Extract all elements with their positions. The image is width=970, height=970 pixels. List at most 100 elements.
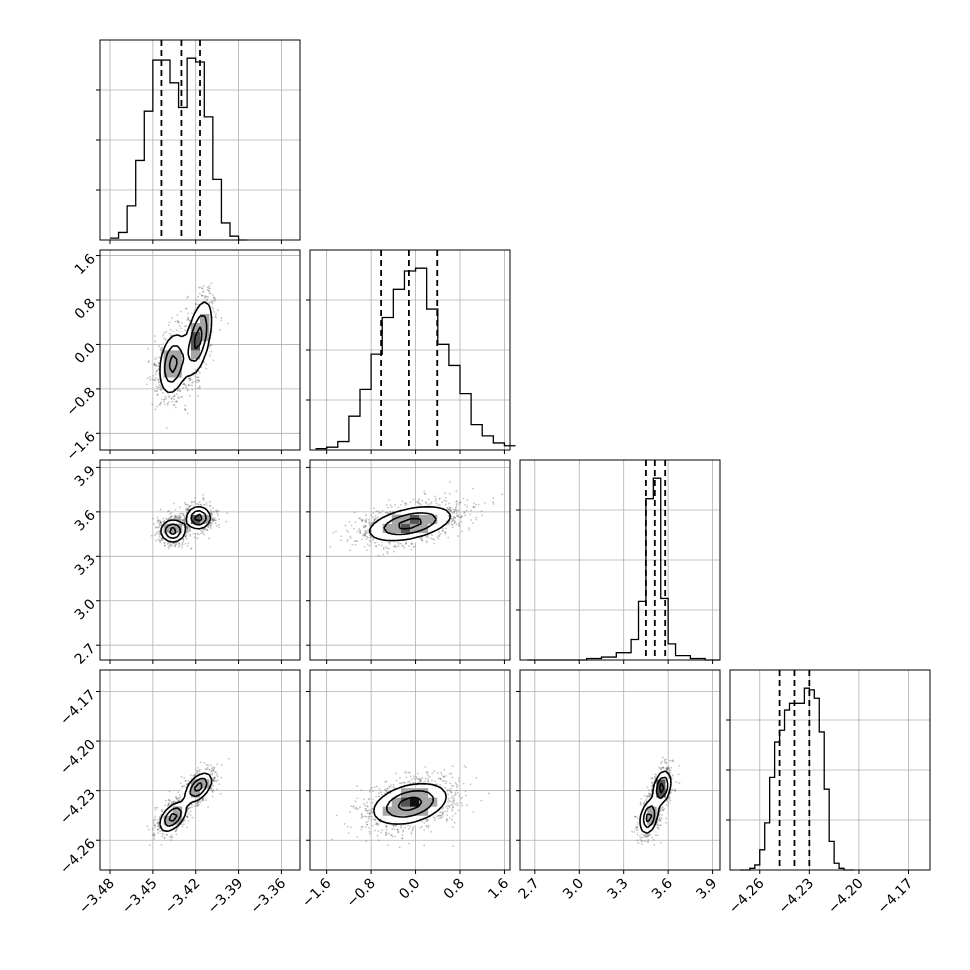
sample-point <box>472 811 475 814</box>
sample-point <box>466 804 469 807</box>
sample-point <box>437 777 440 780</box>
sample-point <box>363 798 366 801</box>
sample-point <box>193 774 196 777</box>
sample-point <box>441 813 444 816</box>
sample-point <box>423 492 426 495</box>
sample-point <box>155 371 157 374</box>
sample-point <box>401 781 404 784</box>
sample-point <box>213 777 216 780</box>
sample-point <box>639 838 642 841</box>
sample-point <box>214 771 217 774</box>
sample-point <box>663 759 666 761</box>
sample-point <box>157 825 159 828</box>
sample-point <box>375 795 378 798</box>
sample-point <box>454 508 457 511</box>
sample-point <box>215 510 218 512</box>
sample-point <box>371 521 374 524</box>
sample-point <box>331 838 334 841</box>
sample-point <box>355 806 358 809</box>
sample-point <box>197 394 200 397</box>
ticks-0-0 <box>109 240 282 244</box>
sample-point <box>196 804 198 807</box>
sample-point <box>363 519 366 522</box>
sample-point <box>365 840 368 842</box>
sample-point <box>457 809 460 812</box>
sample-point <box>202 285 205 287</box>
sample-point <box>155 373 157 376</box>
sample-point <box>425 818 428 821</box>
sample-point <box>179 515 182 517</box>
sample-point <box>656 821 659 824</box>
sample-point <box>455 783 458 786</box>
sample-point <box>668 769 671 772</box>
sample-point <box>160 814 163 816</box>
sample-point <box>367 815 370 818</box>
sample-point <box>439 778 442 781</box>
sample-point <box>186 544 189 547</box>
sample-point <box>666 768 669 771</box>
sample-point <box>370 514 373 517</box>
sample-point <box>665 821 667 824</box>
sample-point <box>418 778 421 781</box>
sample-point <box>175 828 178 831</box>
sample-point <box>201 530 204 533</box>
sample-point <box>369 832 371 835</box>
sample-point <box>446 807 449 810</box>
sample-point <box>447 514 450 517</box>
sample-point <box>457 514 460 517</box>
sample-point <box>183 785 186 787</box>
sample-point <box>348 535 351 538</box>
sample-point <box>202 493 204 496</box>
sample-point <box>441 814 444 817</box>
y-tick-label: −1.6 <box>63 429 98 464</box>
sample-point <box>197 801 199 804</box>
sample-point <box>404 771 407 773</box>
sample-point <box>170 544 172 546</box>
sample-point <box>450 787 452 790</box>
sample-point <box>165 517 168 520</box>
sample-point <box>678 764 681 767</box>
sample-point <box>659 824 661 827</box>
sample-point <box>154 824 157 827</box>
sample-point <box>183 408 186 411</box>
density-cell <box>410 523 420 534</box>
sample-point <box>210 301 213 304</box>
sample-point <box>209 292 211 295</box>
x-tick-label: 3.6 <box>649 875 676 902</box>
sample-point <box>407 824 409 827</box>
sample-point <box>425 824 428 827</box>
sample-point <box>359 806 361 809</box>
sample-point <box>170 511 173 514</box>
sample-point <box>157 365 159 368</box>
sample-point <box>427 779 430 782</box>
sample-point <box>412 498 415 501</box>
density-cell <box>163 824 174 834</box>
sample-point <box>363 533 365 535</box>
density-cell <box>647 797 657 807</box>
density-cell <box>391 797 402 807</box>
sample-point <box>184 503 187 506</box>
sample-point <box>426 771 429 774</box>
sample-point <box>373 818 376 821</box>
sample-point <box>184 409 187 412</box>
sample-point <box>352 806 355 808</box>
sample-point <box>387 844 390 847</box>
sample-point <box>186 826 189 829</box>
sample-point <box>365 518 368 520</box>
sample-point <box>176 797 179 800</box>
sample-point <box>451 810 454 812</box>
sample-point <box>374 819 377 822</box>
sample-point <box>448 523 450 526</box>
sample-point <box>379 512 382 514</box>
sample-point <box>441 527 444 530</box>
sample-point <box>160 539 163 541</box>
sample-point <box>201 294 204 297</box>
sample-point <box>177 516 180 519</box>
sample-point <box>173 517 176 519</box>
sample-point <box>199 286 202 288</box>
sample-point <box>456 515 459 518</box>
sample-point <box>646 795 649 798</box>
sample-point <box>385 546 387 548</box>
sample-point <box>455 504 458 507</box>
x-tick-label: −3.39 <box>205 876 247 918</box>
